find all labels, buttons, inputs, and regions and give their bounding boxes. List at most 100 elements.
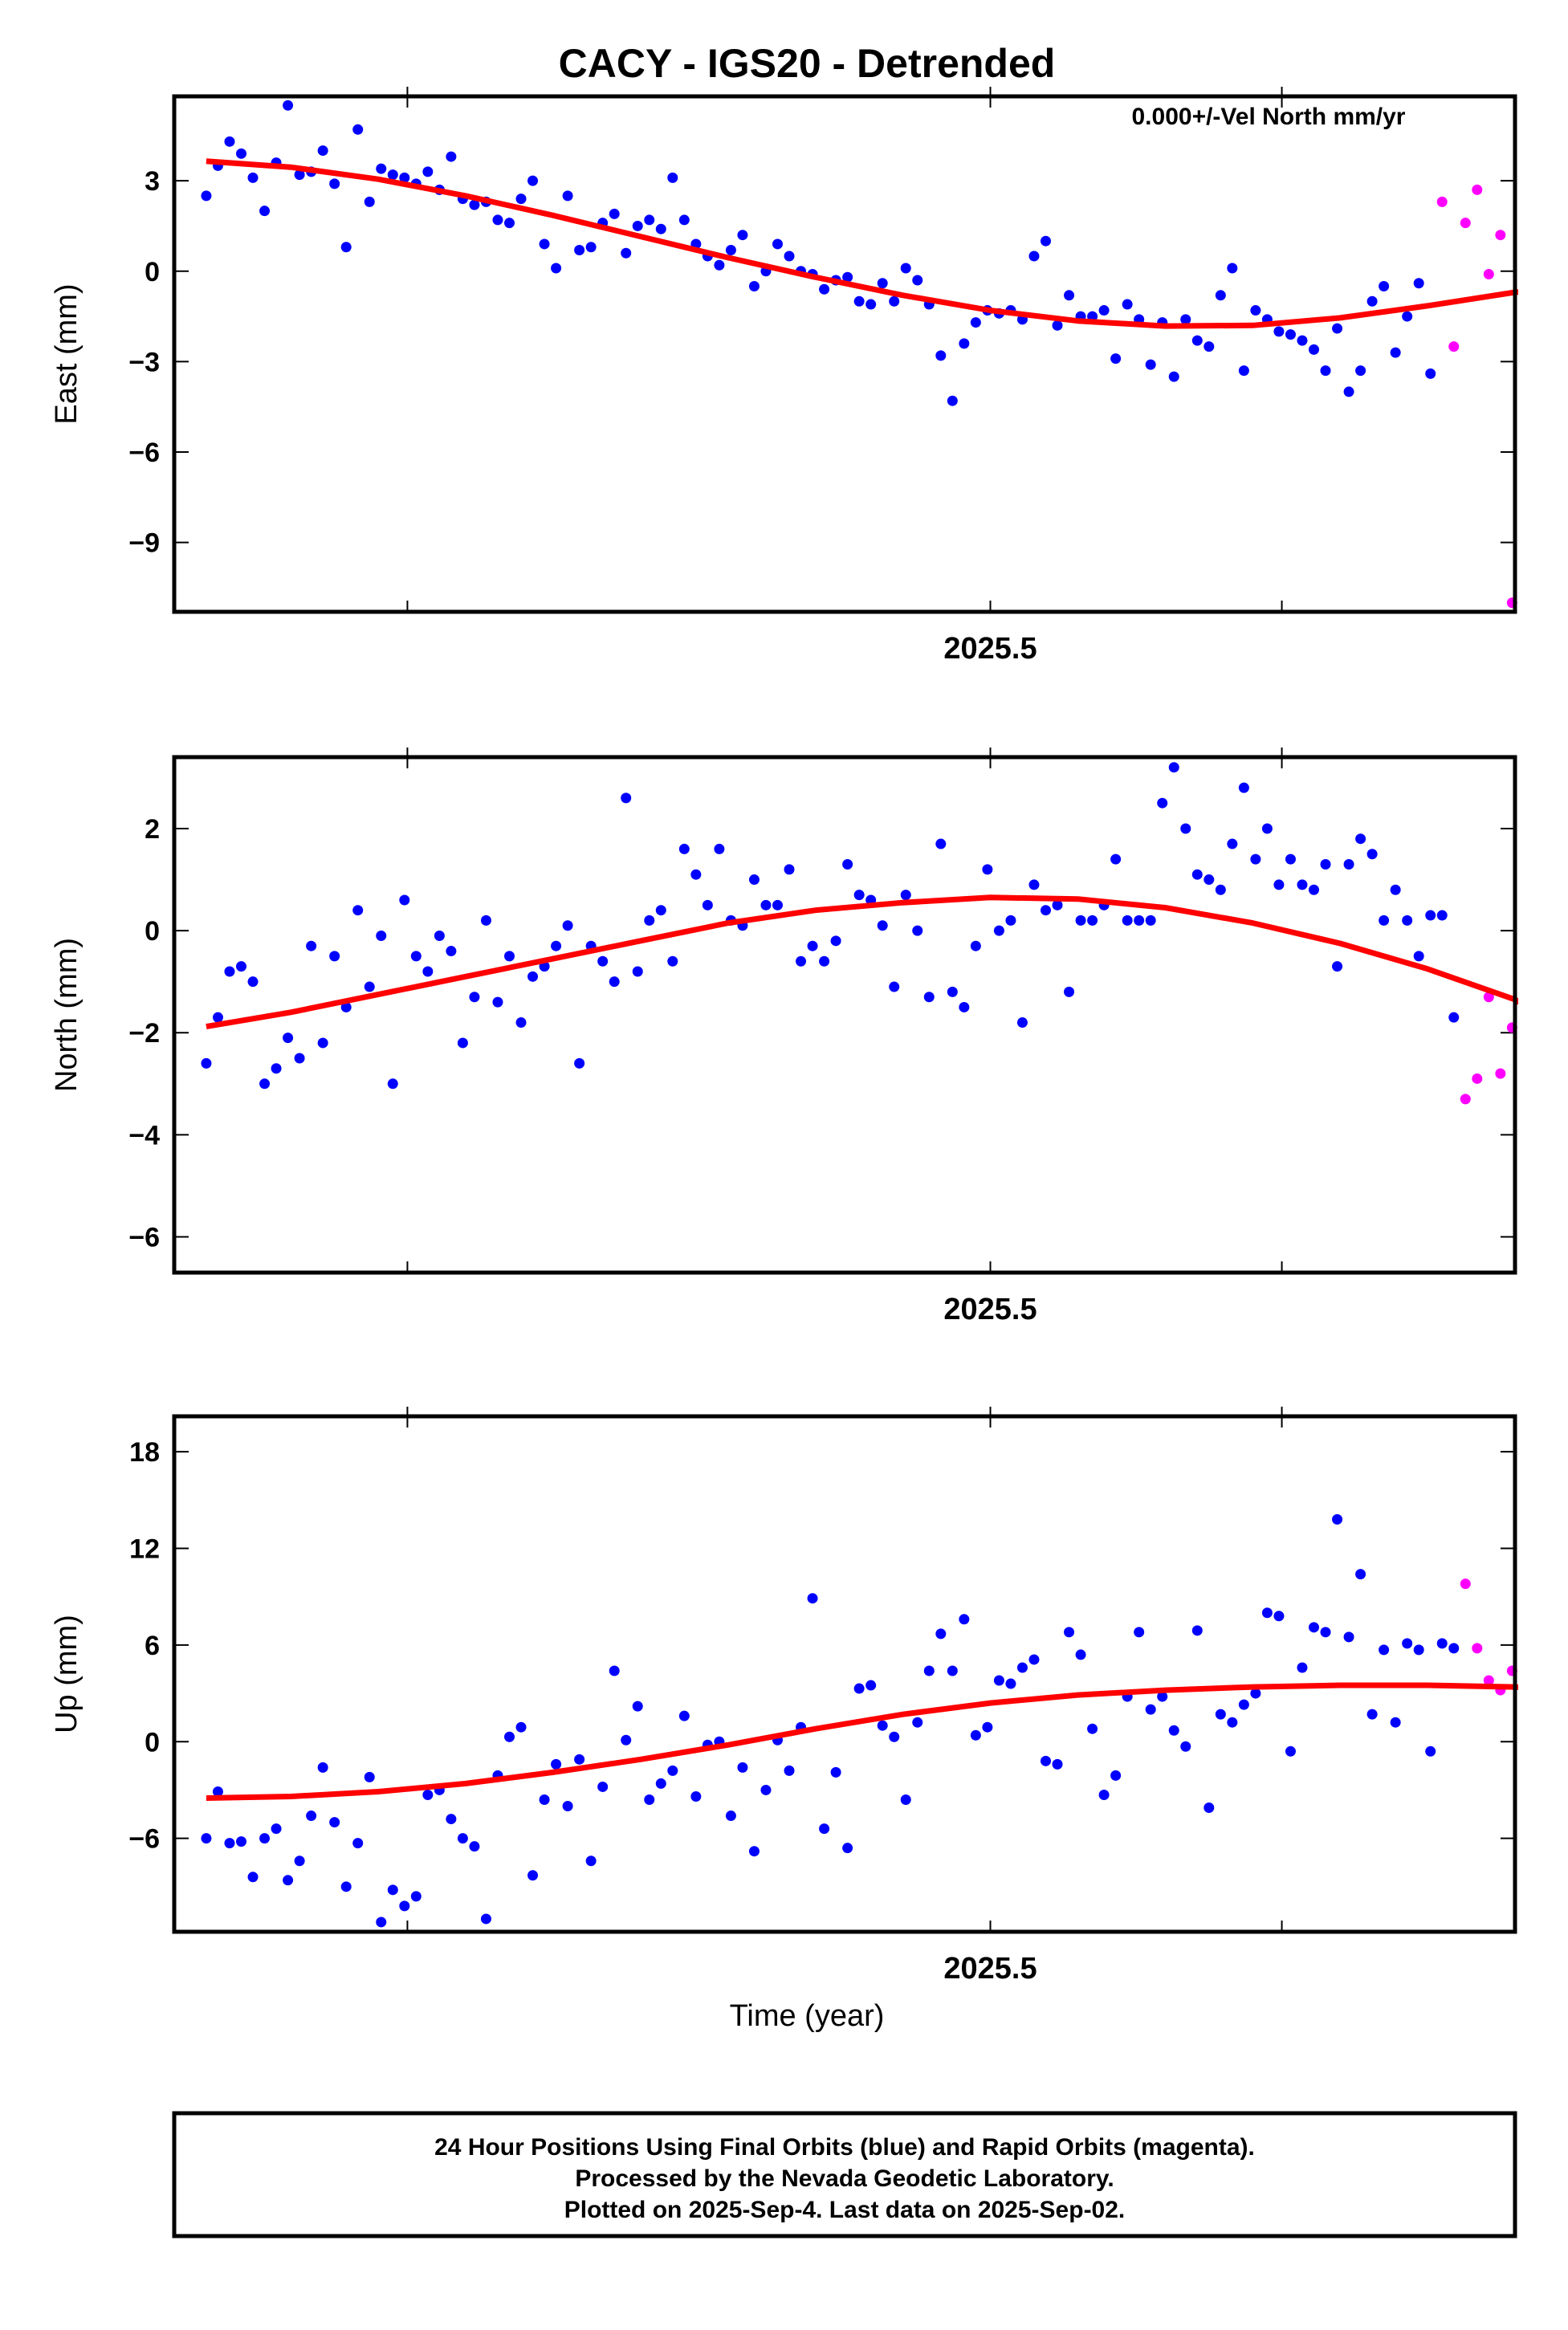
rapid-orbit-point bbox=[1554, 982, 1564, 992]
final-orbit-point bbox=[807, 940, 818, 951]
final-orbit-point bbox=[1355, 833, 1366, 845]
final-orbit-point bbox=[725, 1811, 736, 1822]
final-orbit-point bbox=[1332, 961, 1343, 972]
rapid-orbit-point bbox=[1542, 1750, 1552, 1760]
final-orbit-point bbox=[317, 145, 328, 157]
final-orbit-point bbox=[1320, 1627, 1331, 1638]
final-orbit-point bbox=[271, 1823, 282, 1835]
final-orbit-point bbox=[993, 925, 1004, 936]
final-orbit-point bbox=[959, 1001, 970, 1012]
final-orbit-point bbox=[621, 1734, 632, 1745]
final-orbit-point bbox=[283, 100, 294, 111]
final-orbit-point bbox=[1355, 1569, 1366, 1580]
final-orbit-point bbox=[1134, 1627, 1145, 1638]
plot-frame bbox=[172, 94, 1517, 614]
rapid-orbit-point bbox=[1483, 269, 1494, 280]
y-tick-label: −6 bbox=[128, 1223, 160, 1253]
final-orbit-point bbox=[1052, 1758, 1063, 1770]
final-orbit-point bbox=[1203, 1802, 1215, 1814]
final-orbit-point bbox=[1379, 914, 1390, 926]
final-orbit-point bbox=[1145, 914, 1156, 926]
y-tick-label: 2 bbox=[145, 814, 160, 845]
rapid-orbit-point bbox=[1472, 1073, 1483, 1084]
final-orbit-point bbox=[853, 890, 865, 901]
plot-frame bbox=[172, 1414, 1517, 1934]
final-orbit-point bbox=[271, 1063, 282, 1074]
final-orbit-point bbox=[1005, 1678, 1016, 1689]
final-orbit-point bbox=[352, 1838, 364, 1849]
final-orbit-point bbox=[655, 223, 666, 234]
final-orbit-point bbox=[1413, 278, 1424, 289]
final-orbit-point bbox=[819, 283, 830, 295]
final-orbit-point bbox=[830, 935, 841, 947]
final-orbit-point bbox=[399, 894, 410, 906]
final-orbit-point bbox=[446, 1814, 457, 1825]
final-orbit-point bbox=[1145, 1704, 1156, 1715]
final-orbit-point bbox=[714, 843, 725, 854]
final-orbit-point bbox=[317, 1037, 328, 1049]
final-orbit-point bbox=[1250, 305, 1261, 316]
rapid-orbit-point bbox=[1460, 1578, 1471, 1590]
final-orbit-point bbox=[1227, 1717, 1238, 1728]
rapid-orbit-point bbox=[1495, 230, 1506, 241]
final-orbit-point bbox=[1343, 1631, 1354, 1643]
final-orbit-point bbox=[201, 1833, 212, 1844]
final-orbit-point bbox=[539, 238, 550, 250]
final-orbit-point bbox=[387, 1884, 398, 1896]
final-orbit-point bbox=[1227, 838, 1238, 849]
final-orbit-point bbox=[1320, 365, 1331, 377]
final-orbit-point bbox=[1436, 910, 1448, 921]
final-orbit-point bbox=[1122, 299, 1133, 310]
final-orbit-point bbox=[352, 905, 364, 916]
final-orbit-point bbox=[1016, 1017, 1028, 1029]
plot-frame bbox=[172, 755, 1517, 1275]
y-tick-label: −9 bbox=[128, 528, 160, 559]
final-orbit-point bbox=[1309, 1622, 1319, 1633]
final-orbit-point bbox=[422, 966, 434, 977]
final-orbit-point bbox=[410, 951, 422, 962]
final-orbit-point bbox=[224, 1838, 235, 1849]
final-orbit-point bbox=[480, 1913, 491, 1925]
final-orbit-point bbox=[434, 930, 445, 941]
final-orbit-point bbox=[1425, 1745, 1436, 1757]
final-orbit-point bbox=[469, 992, 480, 1003]
final-orbit-point bbox=[1297, 1662, 1308, 1673]
final-orbit-point bbox=[1052, 320, 1063, 331]
final-orbit-point bbox=[982, 1721, 993, 1733]
final-orbit-point bbox=[597, 955, 609, 967]
final-orbit-point bbox=[1203, 874, 1215, 886]
final-orbit-point bbox=[492, 214, 503, 226]
final-orbit-point bbox=[597, 1781, 609, 1792]
final-orbit-point bbox=[259, 1833, 271, 1844]
final-orbit-point bbox=[446, 946, 457, 957]
rapid-orbit-point bbox=[1483, 1675, 1494, 1686]
final-orbit-point bbox=[562, 1801, 573, 1812]
final-orbit-point bbox=[1203, 341, 1215, 352]
final-orbit-point bbox=[399, 172, 410, 183]
final-orbit-point bbox=[1180, 1741, 1191, 1752]
final-orbit-point bbox=[819, 955, 830, 967]
y-tick-label: 0 bbox=[145, 1727, 160, 1758]
final-orbit-point bbox=[1448, 1643, 1460, 1654]
east-panel: 3 0 −3 −6 −9 2025.5 East (mm) bbox=[50, 87, 1518, 666]
rapid-orbit-point bbox=[1518, 1104, 1529, 1114]
final-orbit-point bbox=[900, 890, 911, 901]
trend-fit-line bbox=[206, 158, 1518, 329]
final-orbit-point bbox=[1273, 326, 1285, 337]
final-orbit-point bbox=[609, 976, 620, 988]
final-orbit-point bbox=[329, 951, 340, 962]
final-orbit-point bbox=[1413, 951, 1424, 962]
final-orbit-point bbox=[877, 278, 888, 289]
final-orbit-point bbox=[469, 199, 480, 210]
final-orbit-point bbox=[1075, 1649, 1086, 1660]
final-orbit-point bbox=[760, 899, 772, 910]
final-orbit-point bbox=[329, 1817, 340, 1828]
final-orbit-point bbox=[376, 1917, 387, 1928]
final-orbit-point bbox=[655, 1778, 666, 1789]
rapid-orbit-point bbox=[1565, 1171, 1568, 1181]
final-orbit-point bbox=[947, 395, 958, 406]
final-orbit-point bbox=[294, 1053, 305, 1064]
final-orbit-point bbox=[1227, 263, 1238, 274]
final-orbit-point bbox=[1157, 1691, 1168, 1702]
